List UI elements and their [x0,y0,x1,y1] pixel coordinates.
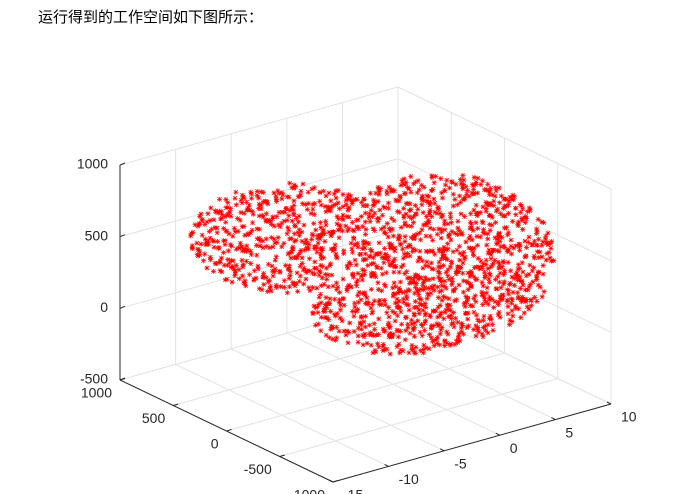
z-tick [119,305,126,309]
y-tick [119,378,126,381]
x-tick [551,417,556,421]
x-tick [606,401,612,405]
y-tick-label: 500 [142,410,166,426]
y-tick-label: -500 [244,461,272,477]
y-tick-label: -1000 [289,487,325,494]
z-tick-label: -500 [80,371,108,387]
x-tick [384,463,389,467]
grid-line [119,301,399,381]
x-tick-label: 0 [510,440,518,456]
grid-line [226,352,505,432]
z-tick-label: 0 [100,299,108,315]
y-tick [279,454,285,457]
y-tick [173,403,179,406]
x-tick [439,448,445,452]
y-tick [226,429,232,432]
grid-line [279,378,558,457]
workspace-cloud [188,173,557,357]
z-tick [119,162,126,166]
y-tick [332,480,339,483]
z-tick [119,234,126,238]
x-tick [495,432,501,436]
x-axis [332,403,612,483]
x-tick-label: 5 [565,424,573,440]
grid-line [119,86,399,166]
z-tick-label: 1000 [77,156,108,172]
z-tick-label: 500 [85,227,109,243]
x-tick-label: -10 [399,471,419,487]
x-tick-label: -15 [343,487,363,494]
y-tick-label: 0 [211,436,219,452]
y-tick-label: 1000 [81,385,112,401]
x-tick-label: 10 [621,409,637,425]
grid-line [173,327,452,406]
paragraph: 运行得到的工作空间如下图所示： [38,10,264,26]
x-tick [328,479,334,483]
x-tick-label: -5 [454,456,467,472]
